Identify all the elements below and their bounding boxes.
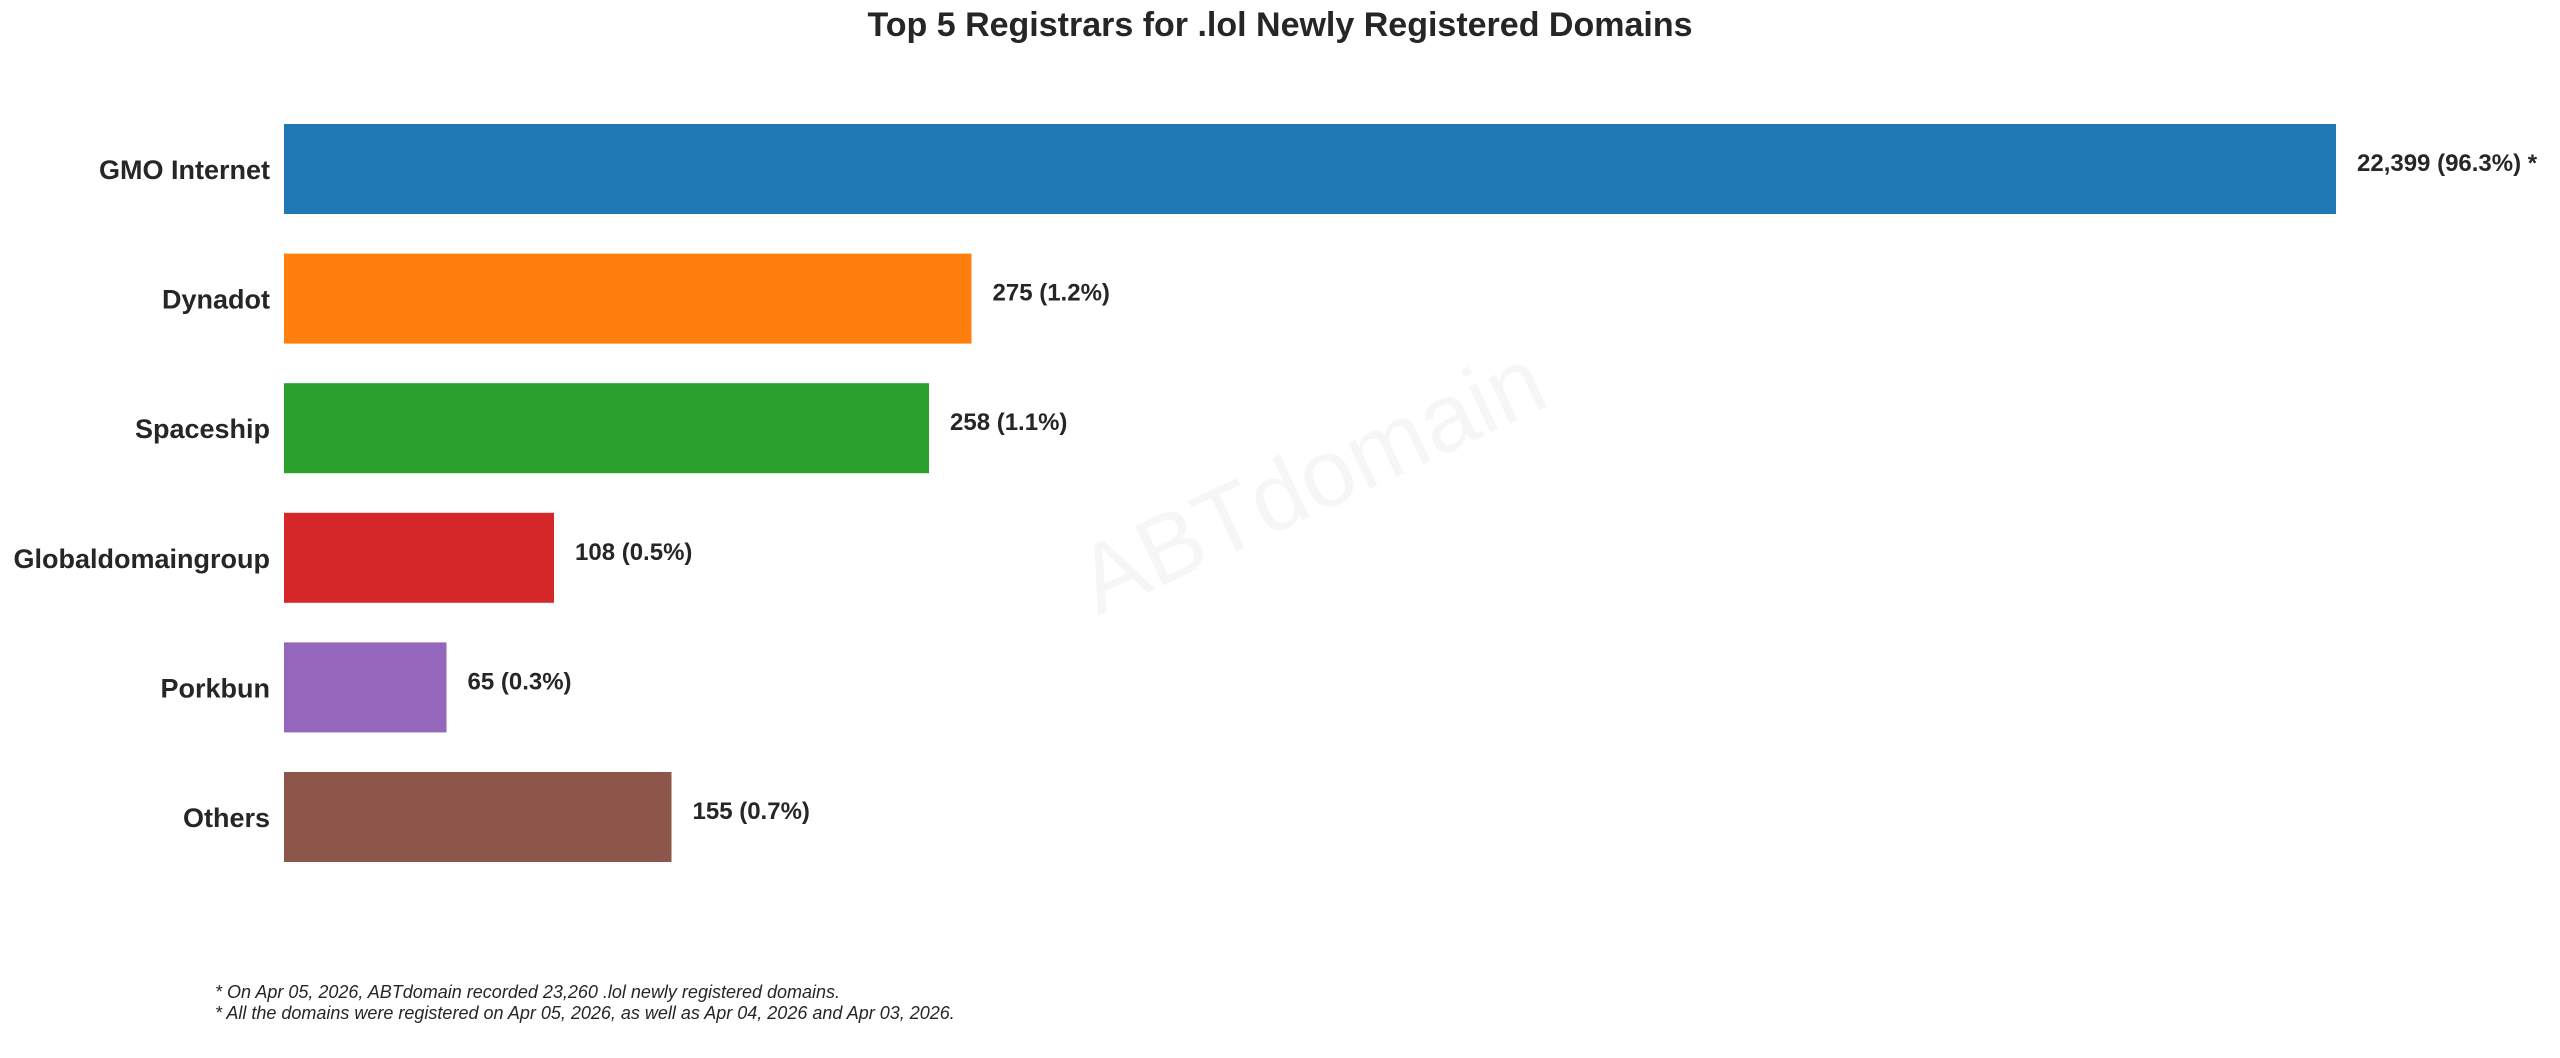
category-label-dynadot: Dynadot	[162, 285, 270, 315]
category-label-porkbun: Porkbun	[160, 673, 270, 703]
footnotes: * On Apr 05, 2026, ABTdomain recorded 23…	[215, 982, 955, 1024]
bar-spaceship	[284, 383, 929, 474]
value-label-spaceship: 258 (1.1%)	[950, 409, 1067, 436]
value-label-porkbun: 65 (0.3%)	[468, 668, 572, 695]
watermark-text: ABTdomain	[1061, 326, 1561, 635]
bar-gmo-internet	[284, 124, 2336, 214]
footnote-2: * All the domains were registered on Apr…	[215, 1003, 955, 1023]
bar-dynadot	[284, 253, 972, 344]
category-label-others: Others	[183, 803, 270, 833]
bar-others	[284, 772, 672, 862]
value-label-gmo-internet: 22,399 (96.3%) *	[2357, 150, 2538, 177]
bar-porkbun	[284, 642, 447, 733]
value-label-globaldomaingroup: 108 (0.5%)	[575, 539, 692, 566]
category-label-gmo-internet: GMO Internet	[99, 155, 270, 185]
value-label-dynadot: 275 (1.2%)	[993, 280, 1110, 307]
category-label-spaceship: Spaceship	[135, 414, 270, 444]
category-label-globaldomaingroup: Globaldomaingroup	[14, 544, 271, 574]
chart-title: Top 5 Registrars for .lol Newly Register…	[867, 6, 1693, 44]
footnote-1: * On Apr 05, 2026, ABTdomain recorded 23…	[215, 982, 841, 1002]
bar-globaldomaingroup	[284, 512, 554, 603]
value-label-others: 155 (0.7%)	[693, 798, 810, 825]
